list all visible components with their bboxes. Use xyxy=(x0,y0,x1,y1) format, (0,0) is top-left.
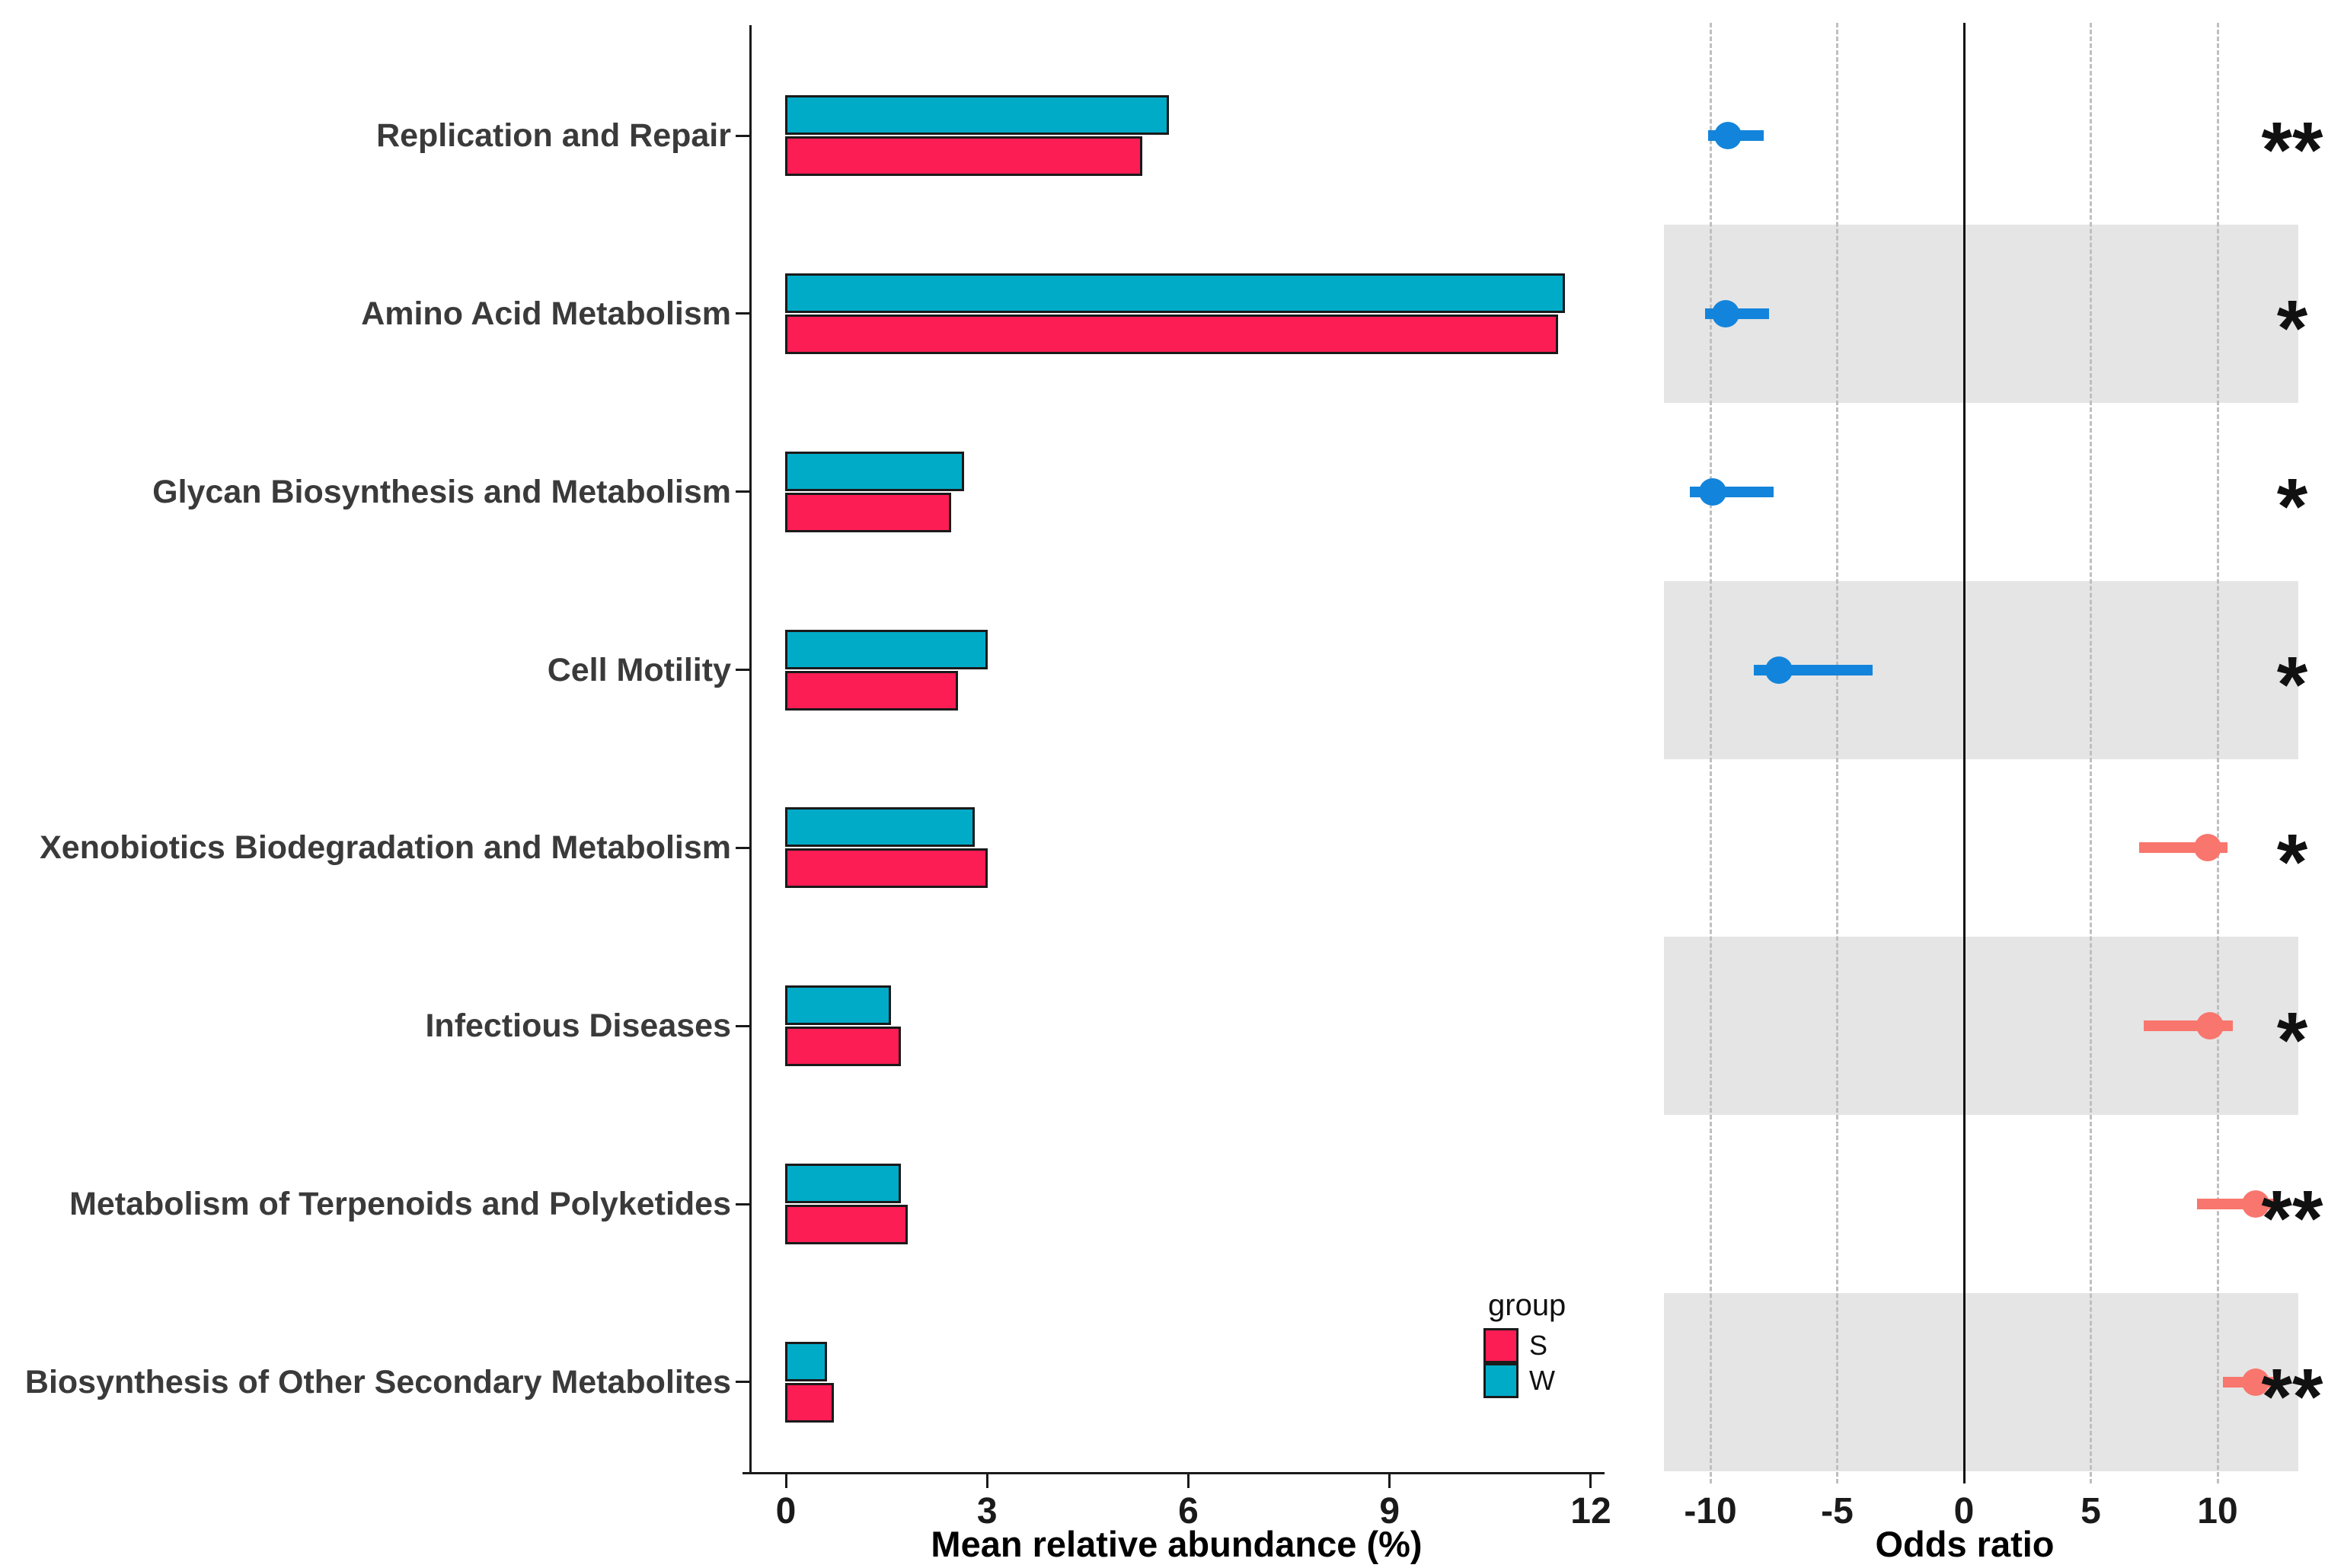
bar-W xyxy=(785,451,965,491)
bar-W xyxy=(785,273,1565,313)
bar-axis-title: Mean relative abundance (%) xyxy=(931,1524,1423,1564)
bar-S xyxy=(785,1027,901,1067)
category-label: Glycan Biosynthesis and Metabolism xyxy=(152,473,731,510)
odds-gridline xyxy=(2216,23,2219,1483)
bar-S xyxy=(785,848,988,889)
bar-x-tick xyxy=(1186,1474,1190,1488)
odds-point xyxy=(2241,1368,2269,1396)
legend-label: S xyxy=(1529,1330,1548,1361)
significance-stars: * xyxy=(2276,819,2308,908)
odds-x-tick-label: 5 xyxy=(2081,1491,2101,1531)
bar-W xyxy=(785,985,891,1026)
bar-x-tick-label: 12 xyxy=(1570,1491,1611,1531)
odds-gridline xyxy=(1709,23,1712,1483)
bar-S xyxy=(785,1382,834,1423)
bar-W xyxy=(785,629,988,669)
odds-gridline xyxy=(2090,23,2092,1483)
significance-stars: * xyxy=(2276,284,2308,373)
legend-label: W xyxy=(1529,1365,1555,1396)
odds-point xyxy=(1764,656,1793,684)
bar-W xyxy=(785,1164,901,1204)
legend-item-S: S xyxy=(1483,1328,1566,1363)
category-tick xyxy=(736,312,749,315)
bar-x-tick xyxy=(1388,1474,1391,1488)
category-tick xyxy=(736,846,749,849)
significance-stars: * xyxy=(2276,462,2308,551)
bar-x-tick-label: 0 xyxy=(775,1491,797,1531)
bar-x-tick xyxy=(985,1474,988,1488)
odds-x-tick-label: 0 xyxy=(1953,1491,1975,1531)
significance-stars: * xyxy=(2276,997,2308,1086)
category-tick xyxy=(736,134,749,137)
category-tick xyxy=(736,669,749,672)
category-label: Cell Motility xyxy=(547,651,731,688)
legend-swatch-W xyxy=(1483,1363,1518,1398)
category-tick xyxy=(736,1202,749,1206)
bar-S xyxy=(785,1205,908,1245)
bar-S xyxy=(785,314,1558,354)
category-label: Xenobiotics Biodegradation and Metabolis… xyxy=(40,829,731,867)
significance-stars: ** xyxy=(2261,1352,2323,1442)
bar-x-tick-label: 6 xyxy=(1178,1491,1199,1531)
bar-panel-x-axis-line xyxy=(742,1472,1605,1474)
odds-point xyxy=(1714,122,1742,149)
bar-x-tick-label: 3 xyxy=(976,1491,998,1531)
odds-zero-line xyxy=(1962,23,1966,1483)
significance-stars: ** xyxy=(2261,106,2323,195)
odds-point xyxy=(1699,477,1727,506)
legend-title: group xyxy=(1488,1289,1566,1322)
legend-item-W: W xyxy=(1483,1363,1566,1398)
category-tick xyxy=(736,1381,749,1384)
bar-S xyxy=(785,136,1142,176)
category-label: Replication and Repair xyxy=(376,117,731,154)
category-label: Biosynthesis of Other Secondary Metaboli… xyxy=(24,1363,731,1400)
odds-point xyxy=(2241,1190,2269,1218)
odds-x-tick-label: 10 xyxy=(2197,1491,2238,1531)
bar-x-tick xyxy=(784,1474,787,1488)
category-tick xyxy=(736,1024,749,1027)
odds-axis-title: Odds ratio xyxy=(1875,1524,2055,1564)
category-label: Amino Acid Metabolism xyxy=(361,295,731,332)
bar-W xyxy=(785,807,975,848)
odds-row-band xyxy=(1664,224,2298,403)
odds-point xyxy=(1711,299,1739,327)
category-label: Metabolism of Terpenoids and Polyketides xyxy=(69,1186,731,1223)
odds-point xyxy=(2196,1012,2224,1040)
bar-W xyxy=(785,95,1170,135)
significance-stars: ** xyxy=(2261,1174,2323,1263)
bar-x-tick xyxy=(1589,1474,1592,1488)
odds-row-band xyxy=(1664,1292,2298,1471)
bar-W xyxy=(785,1341,827,1381)
category-label: Infectious Diseases xyxy=(425,1008,731,1045)
bar-S xyxy=(785,670,958,711)
significance-stars: * xyxy=(2276,640,2308,730)
bar-x-tick-label: 9 xyxy=(1379,1491,1400,1531)
odds-point xyxy=(2193,834,2221,862)
odds-gridline xyxy=(1836,23,1838,1483)
category-tick xyxy=(736,490,749,493)
bar-S xyxy=(785,492,951,532)
odds-x-tick-label: -10 xyxy=(1684,1491,1737,1531)
legend-swatch-S xyxy=(1483,1328,1518,1363)
odds-x-tick-label: -5 xyxy=(1821,1491,1854,1531)
bar-panel-y-axis-line xyxy=(749,25,752,1474)
